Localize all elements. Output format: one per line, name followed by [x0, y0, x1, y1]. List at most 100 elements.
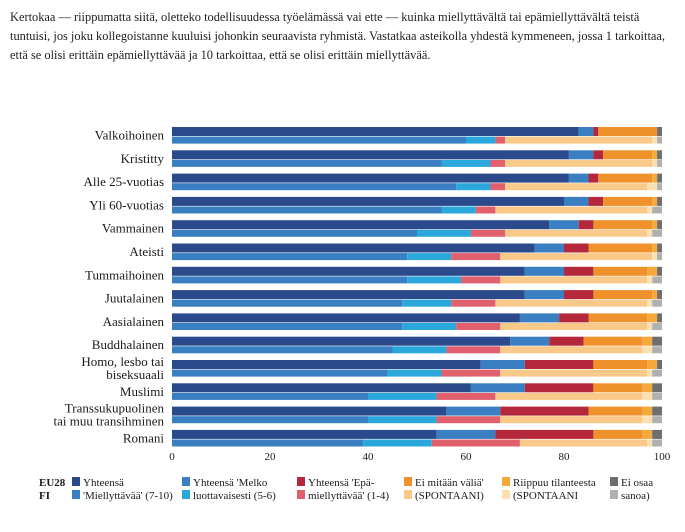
x-tick-label-0: 0	[169, 451, 175, 463]
bar-fi-9-s2	[446, 346, 501, 354]
bar-fi-8-s0	[172, 323, 403, 330]
bar-eu-12-s2	[500, 406, 589, 416]
legend-swatch-eu-1	[182, 477, 190, 486]
bar-fi-2-s1	[456, 183, 491, 191]
bar-fi-8-s5	[652, 323, 662, 330]
bar-eu-7-s1	[524, 290, 564, 300]
bar-eu-7-s2	[564, 290, 594, 300]
category-label-6: Tummaihoinen	[85, 267, 164, 282]
category-label-12-line1: Transsukupuolinen	[65, 401, 165, 416]
category-label-11: Muslimi	[120, 384, 164, 399]
bar-eu-10-s0	[172, 360, 481, 369]
bar-eu-8-s5	[657, 313, 662, 323]
legend-swatch-eu-2	[297, 477, 305, 486]
bar-eu-10-s5	[657, 360, 662, 369]
bar-eu-9-s5	[652, 336, 662, 346]
bar-eu-5-s2	[564, 243, 589, 253]
bar-eu-9-s3	[583, 336, 643, 346]
category-label-12-line2: tai muu transihminen	[54, 414, 165, 429]
bar-fi-11-s3	[495, 392, 643, 400]
bar-eu-1-s3	[603, 150, 653, 160]
bar-fi-5-s3	[500, 253, 653, 261]
bar-eu-1-s5	[657, 150, 662, 160]
bar-eu-8-s2	[559, 313, 589, 323]
bar-fi-9-s5	[652, 346, 662, 354]
bar-eu-12-s5	[652, 406, 662, 416]
bar-fi-3-s2	[475, 206, 496, 214]
bar-fi-10-s0	[172, 369, 388, 377]
bar-fi-9-s4	[642, 346, 653, 354]
bar-eu-13-s5	[652, 429, 662, 439]
bar-fi-3-s3	[495, 206, 648, 214]
legend-label-4-line2: (SPONTAANI	[513, 490, 578, 502]
x-tick-label-4: 80	[559, 451, 571, 463]
bar-fi-13-s0	[172, 439, 364, 447]
bar-eu-2-s3	[598, 173, 653, 183]
bar-eu-7-s3	[593, 290, 653, 300]
x-tick-label-1: 20	[265, 451, 277, 463]
category-label-10-line2: biseksuaali	[106, 367, 164, 382]
bar-eu-6-s5	[657, 266, 662, 276]
bar-eu-5-s1	[534, 243, 564, 253]
bar-eu-9-s1	[510, 336, 550, 346]
bar-fi-13-s2	[431, 439, 520, 447]
bar-eu-8-s1	[519, 313, 560, 323]
bar-fi-10-s4	[647, 369, 653, 377]
bar-eu-0-s0	[172, 127, 579, 136]
legend-label-1-line2: luottavaisesti (5-6)	[193, 490, 276, 502]
bar-fi-2-s4	[647, 183, 658, 191]
bar-fi-10-s1	[387, 369, 442, 377]
bar-fi-3-s0	[172, 206, 442, 214]
legend-swatch-fi-4	[502, 490, 510, 499]
bar-fi-1-s2	[490, 159, 506, 167]
bar-eu-5-s4	[652, 243, 658, 253]
bar-fi-12-s2	[436, 416, 501, 424]
legend-label-2-line1: Yhteensä 'Epä-	[308, 477, 375, 489]
bar-eu-4-s0	[172, 220, 550, 230]
bar-fi-6-s5	[652, 276, 662, 284]
bar-fi-2-s2	[490, 183, 506, 191]
bar-eu-5-s0	[172, 243, 535, 253]
bar-eu-13-s0	[172, 429, 437, 439]
bar-fi-2-s3	[505, 183, 648, 191]
bar-fi-0-s3	[505, 136, 653, 144]
bar-eu-1-s1	[568, 150, 594, 160]
legend-label-5-line2: sanoa)	[621, 490, 650, 502]
bar-eu-2-s2	[588, 173, 599, 183]
bar-eu-2-s5	[657, 173, 662, 183]
legend-swatch-fi-2	[297, 490, 305, 499]
bar-fi-7-s5	[652, 299, 662, 307]
bar-eu-9-s0	[172, 336, 511, 346]
bar-eu-11-s3	[593, 383, 643, 393]
bar-eu-4-s2	[578, 220, 594, 230]
bar-eu-6-s0	[172, 266, 525, 276]
category-label-1: Kristitty	[121, 151, 165, 166]
bar-fi-0-s5	[657, 136, 662, 144]
bar-fi-1-s5	[657, 159, 662, 167]
bar-fi-4-s1	[417, 229, 471, 237]
bar-fi-8-s2	[456, 323, 501, 330]
bar-fi-4-s3	[505, 229, 648, 237]
bar-fi-13-s1	[363, 439, 432, 447]
bar-eu-12-s3	[588, 406, 643, 416]
legend-swatch-fi-5	[610, 490, 618, 499]
bar-fi-3-s1	[441, 206, 476, 214]
legend-swatch-fi-1	[182, 490, 190, 499]
bar-fi-7-s1	[402, 299, 452, 307]
bar-fi-12-s1	[368, 416, 437, 424]
bar-eu-6-s3	[593, 266, 648, 276]
bar-fi-10-s5	[652, 369, 662, 377]
category-label-13: Romani	[123, 430, 165, 445]
bar-eu-0-s2	[593, 127, 599, 136]
legend-label-3-line1: Ei mitään väliä'	[415, 477, 484, 489]
bar-fi-3-s5	[652, 206, 662, 214]
bar-eu-10-s3	[593, 360, 648, 369]
bar-fi-1-s4	[652, 159, 658, 167]
bar-eu-13-s3	[593, 429, 643, 439]
bar-fi-7-s0	[172, 299, 403, 307]
bar-fi-0-s0	[172, 136, 466, 144]
bar-eu-5-s5	[657, 243, 662, 253]
legend-swatch-eu-0	[72, 477, 80, 486]
